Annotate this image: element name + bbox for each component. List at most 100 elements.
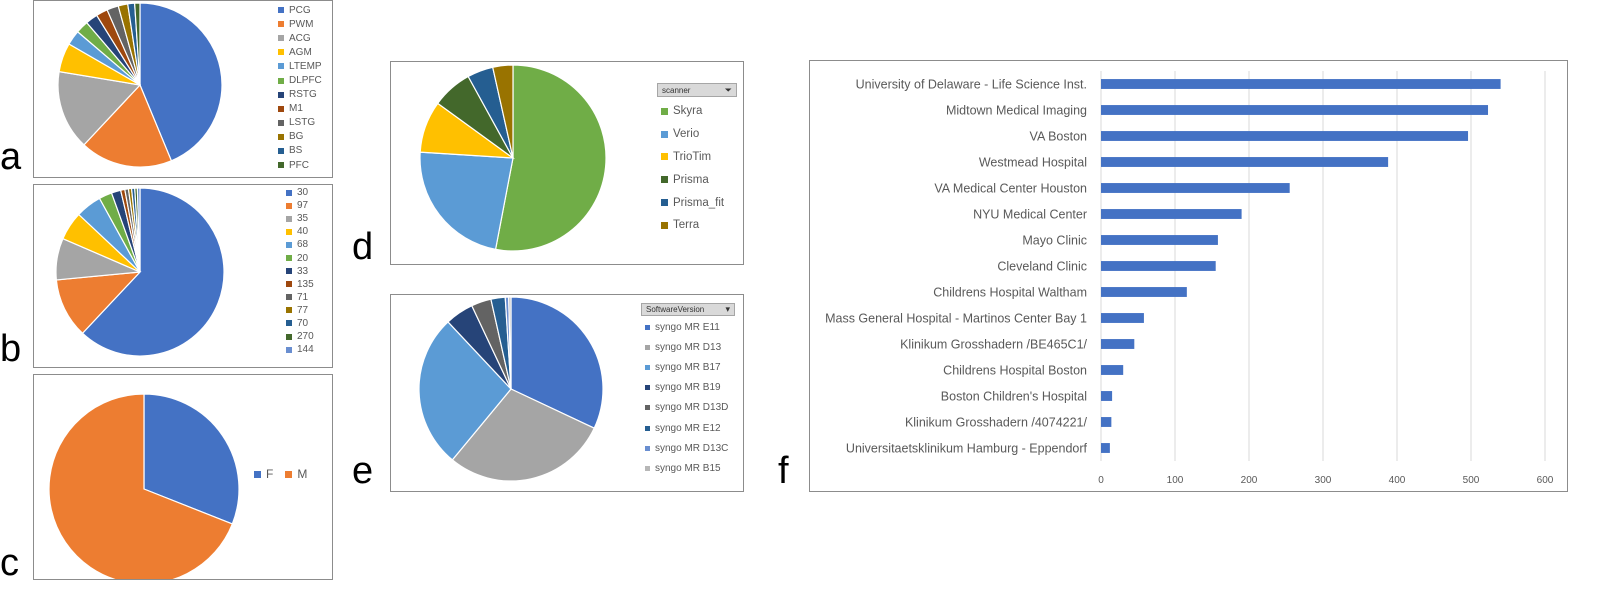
legend-label: RSTG [289,89,317,101]
legend-item-b-77: 77 [286,304,314,317]
legend-item-d-prisma-fit: Prisma_fit [661,191,724,214]
legend-swatch [286,228,292,235]
panel-label-c: c [0,542,19,584]
legend-item-c-m: M [285,467,307,481]
legend-label: 30 [297,187,309,199]
legend-item-b-30: 30 [286,186,314,199]
chart-f-site-bar: 0 100 200 300 400 500 600 University of Delawar… [809,60,1568,492]
legend-label: 270 [297,331,314,343]
legend-swatch [286,255,292,262]
legend-item-a-pwm: PWM [278,17,322,31]
bar-university-of-delaware-life-science-inst [1101,79,1501,89]
legend-item-e-syngo-mr-b17: syngo MR B17 [645,357,728,377]
software-version-filter-button[interactable]: SoftwareVersion ▾ [641,303,735,316]
legend-label: Terra [673,219,700,232]
legend-item-e-syngo-mr-d13c: syngo MR D13C [645,438,728,458]
legend-swatch [278,49,284,56]
legend-label: BG [289,131,304,143]
x-tick-label-400: 400 [1389,475,1406,486]
pie-slice-c-f [143,393,240,525]
bar-klinikum-grosshadern-be465c1 [1101,339,1135,349]
legend-label: F [266,467,274,481]
scanner-filter-label: scanner [662,85,691,95]
legend-item-d-prisma: Prisma [661,168,724,191]
legend-item-d-triotim: TrioTim [661,146,724,169]
legend-item-c-f: F [254,467,273,481]
pie-slice-e-syngo-mr-e11 [510,296,604,429]
bar-boston-children-s-hospital [1101,391,1113,401]
software-version-filter-label: SoftwareVersion [646,305,705,314]
legend-swatch [286,215,292,222]
category-label-mass-general-hospital-martinos-center-bay-1: Mass General Hospital - Martinos Center … [825,312,1087,326]
legend-swatch [285,470,293,478]
legend-label: syngo MR B17 [655,361,721,373]
legend-label: 77 [297,304,309,316]
legend-label: LSTG [289,117,316,129]
legend-swatch [278,7,284,14]
bar-childrens-hospital-waltham [1101,287,1187,297]
chart-e-pie [418,296,604,482]
legend-swatch [661,176,668,184]
legend-swatch [286,268,292,275]
legend-item-a-agm: AGM [278,45,322,59]
legend-item-a-pfc: PFC [278,158,322,172]
legend-item-e-syngo-mr-b15: syngo MR B15 [645,458,728,478]
legend-item-a-pcg: PCG [278,3,322,17]
legend-item-b-70: 70 [286,317,314,330]
bar-universitaetsklinikum-hamburg-eppendorf [1101,443,1110,453]
chart-d-legend: Skyra Verio TrioTim Prisma Prisma_fit Terra [661,100,724,237]
legend-swatch [661,130,668,138]
legend-label: syngo MR B15 [655,462,721,474]
legend-label: 97 [297,200,309,212]
legend-swatch [278,91,284,98]
legend-item-a-bg: BG [278,130,322,144]
x-tick-label-0: 0 [1098,475,1104,486]
legend-item-b-270: 270 [286,330,314,343]
x-tick-label-200: 200 [1241,475,1258,486]
pie-slice-a-pwm [83,83,173,168]
legend-swatch [661,153,668,161]
legend-swatch [645,344,650,350]
legend-item-e-syngo-mr-d13d: syngo MR D13D [645,398,728,418]
legend-item-b-144: 144 [286,343,314,356]
bar-westmead-hospital [1101,157,1389,167]
category-label-midtown-medical-imaging: Midtown Medical Imaging [946,104,1087,118]
legend-swatch [645,364,650,370]
legend-swatch [661,221,668,229]
legend-swatch [286,189,292,196]
legend-item-b-35: 35 [286,212,314,225]
chart-e-software-pie: SoftwareVersion ▾ syngo MR E11 syngo MR D… [390,294,744,492]
pie-slice-d-terra [491,64,514,159]
scanner-filter-button[interactable]: scanner ⏷ [657,83,737,97]
bar-va-medical-center-houston [1101,183,1290,193]
category-label-va-medical-center-houston: VA Medical Center Houston [934,182,1087,196]
legend-swatch [278,77,284,84]
bar-mass-general-hospital-martinos-center-bay-1 [1101,313,1144,323]
legend-item-b-71: 71 [286,291,314,304]
legend-swatch [278,162,284,169]
legend-label: PFC [289,159,309,171]
legend-swatch [286,281,292,288]
legend-item-b-97: 97 [286,199,314,212]
pie-slice-b-144 [136,187,141,273]
legend-label: 68 [297,239,309,251]
legend-swatch [645,425,650,431]
legend-label: 144 [297,344,314,356]
filter-icon: ⏷ [724,84,732,95]
legend-swatch [645,445,650,451]
pie-slice-d-verio [419,151,514,251]
x-tick-label-100: 100 [1167,475,1184,486]
legend-swatch [286,202,292,209]
legend-label: 35 [297,213,309,225]
legend-swatch [286,307,292,314]
legend-label: 33 [297,265,309,277]
category-label-boston-children-s-hospital: Boston Children's Hospital [941,390,1087,404]
legend-label: Prisma_fit [673,196,725,209]
legend-label: syngo MR D13 [655,341,722,353]
panel-label-d: d [352,226,374,268]
legend-label: syngo MR D13C [655,442,729,454]
legend-label: 40 [297,226,309,238]
chart-f-bars: 0 100 200 300 400 500 600 University of Delawar… [825,71,1554,486]
legend-item-d-verio: Verio [661,123,724,146]
legend-swatch [278,147,284,154]
